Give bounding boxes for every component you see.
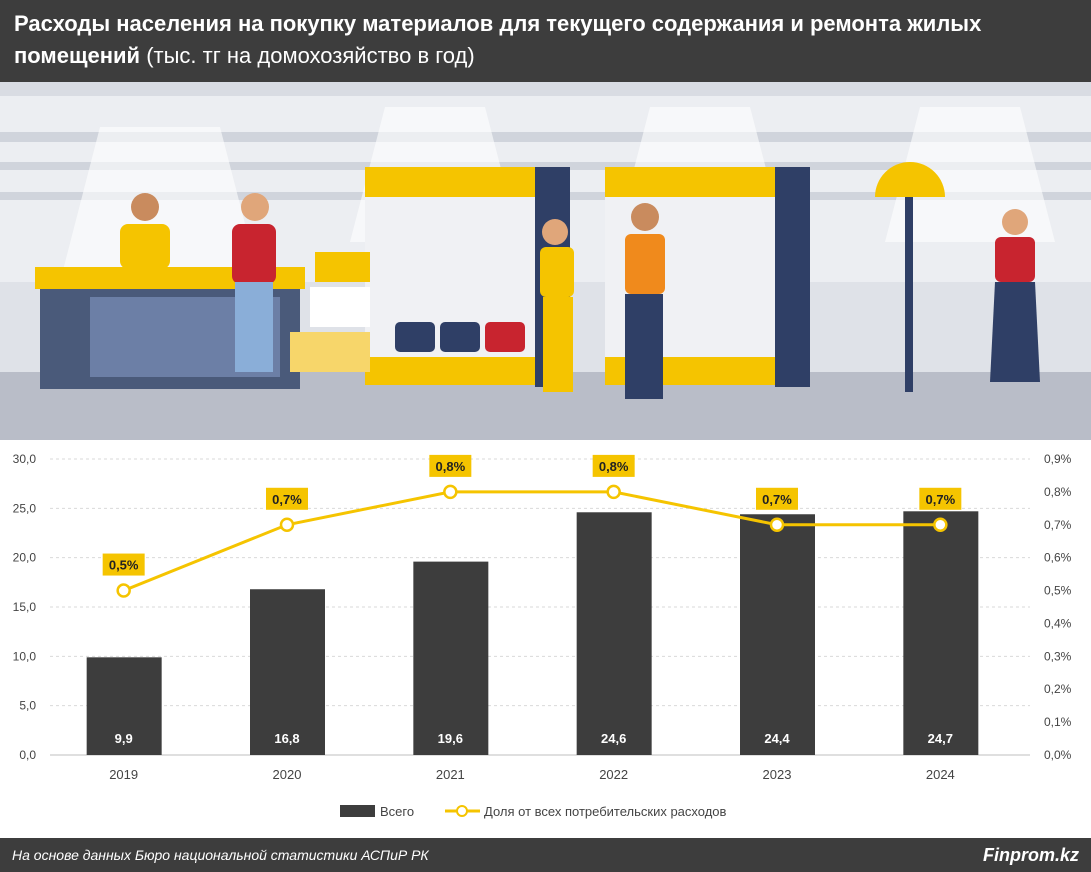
bar	[250, 589, 325, 755]
right-tick-label: 0,5%	[1044, 584, 1072, 598]
x-tick-label: 2021	[436, 767, 465, 782]
share-label-box	[756, 487, 798, 510]
share-value-label: 0,7%	[272, 492, 302, 507]
line-marker	[606, 484, 621, 500]
right-tick-label: 0,8%	[1044, 485, 1072, 499]
share-line	[123, 490, 941, 592]
legend-bar-label: Всего	[380, 804, 414, 819]
title-unit: (тыс. тг на домохозяйство в год)	[146, 43, 475, 68]
right-tick-label: 0,4%	[1044, 616, 1072, 630]
store-illustration	[0, 82, 1091, 440]
bar-value-label: 9,9	[115, 731, 133, 746]
legend-line-marker	[456, 805, 468, 817]
legend-bar-swatch	[340, 805, 375, 817]
left-tick-label: 25,0	[13, 501, 37, 515]
x-tick-label: 2019	[109, 767, 138, 782]
share-value-label: 0,8%	[436, 459, 466, 474]
share-label-box	[429, 454, 472, 477]
left-tick-label: 20,0	[13, 551, 37, 565]
share-value-label: 0,8%	[599, 459, 629, 474]
bar	[413, 561, 489, 755]
left-tick-label: 5,0	[19, 699, 36, 713]
line-marker	[116, 583, 131, 598]
title-main: Расходы населения на покупку материалов …	[14, 11, 982, 68]
right-tick-label: 0,9%	[1044, 452, 1072, 466]
bar-value-label: 19,6	[438, 731, 463, 746]
share-label-box	[919, 487, 962, 510]
line-marker	[443, 484, 458, 500]
bar-value-label: 24,6	[601, 731, 626, 746]
share-label-box	[592, 454, 635, 477]
right-tick-label: 0,6%	[1044, 551, 1072, 565]
share-label-box	[102, 553, 145, 576]
x-tick-label: 2024	[926, 767, 955, 782]
chart: 0,0 5,0 10,0 15,0 20,0 25,0 30,0 0,0% 0,1% 0,2% 0,…	[13, 452, 1072, 819]
line-marker	[933, 517, 948, 533]
legend-line-label: Доля от всех потребительских расходов	[484, 804, 727, 819]
footer: На основе данных Бюро национальной стати…	[0, 838, 1091, 872]
bar	[740, 514, 815, 755]
bar-value-label: 24,4	[764, 731, 790, 746]
share-value-label: 0,7%	[762, 492, 792, 507]
right-tick-label: 0,0%	[1044, 748, 1072, 762]
x-tick-label: 2023	[763, 767, 792, 782]
chart-title: Расходы населения на покупку материалов …	[0, 0, 1091, 82]
source-note: На основе данных Бюро национальной стати…	[12, 847, 429, 863]
bar	[86, 657, 162, 755]
share-value-label: 0,7%	[926, 492, 956, 507]
right-tick-label: 0,7%	[1044, 518, 1072, 532]
right-tick-label: 0,1%	[1044, 715, 1072, 729]
share-value-label: 0,5%	[109, 558, 139, 573]
left-tick-label: 30,0	[13, 452, 37, 466]
x-tick-label: 2020	[273, 767, 302, 782]
left-tick-label: 15,0	[13, 600, 37, 614]
x-tick-label: 2022	[599, 767, 628, 782]
left-tick-label: 10,0	[13, 649, 37, 663]
bar	[576, 512, 652, 755]
share-label-box	[266, 487, 308, 510]
line-marker	[769, 517, 785, 533]
right-tick-label: 0,2%	[1044, 682, 1072, 696]
brand-logo: Finprom.kz	[982, 844, 1079, 865]
left-tick-label: 0,0	[19, 748, 36, 762]
bar-value-label: 24,7	[928, 731, 953, 746]
bar-value-label: 16,8	[274, 731, 299, 746]
bar	[903, 511, 979, 755]
line-marker	[279, 517, 295, 533]
right-tick-label: 0,3%	[1044, 649, 1072, 663]
